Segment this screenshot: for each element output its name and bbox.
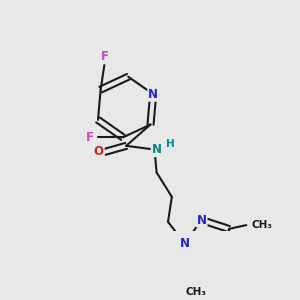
Text: N: N bbox=[196, 214, 207, 226]
Text: CH₃: CH₃ bbox=[252, 220, 273, 230]
Text: H: H bbox=[166, 139, 175, 148]
Text: N: N bbox=[148, 88, 158, 101]
Text: N: N bbox=[180, 237, 190, 250]
Text: F: F bbox=[100, 50, 108, 63]
Text: N: N bbox=[152, 143, 162, 156]
Text: O: O bbox=[94, 146, 104, 158]
Text: CH₃: CH₃ bbox=[185, 286, 206, 296]
Text: F: F bbox=[86, 131, 94, 144]
